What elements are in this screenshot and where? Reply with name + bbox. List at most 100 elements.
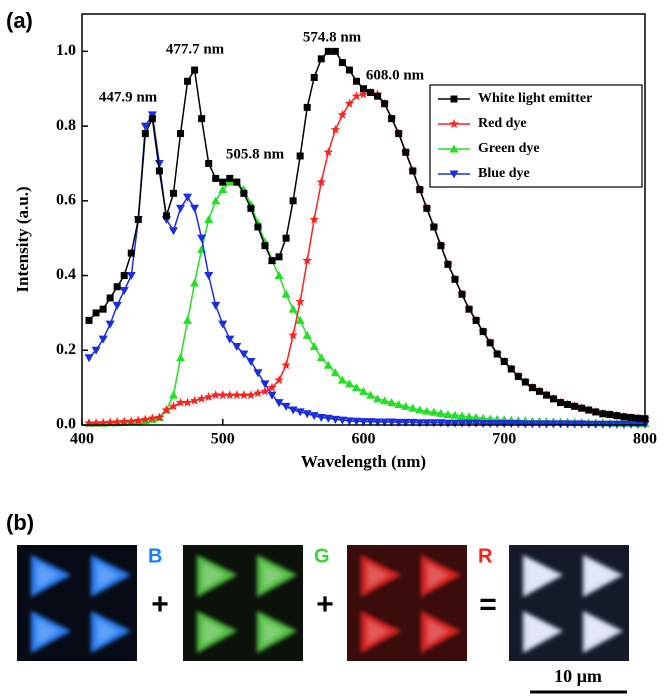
marker (190, 396, 200, 405)
marker (183, 194, 192, 202)
y-tick-label: 0.2 (56, 341, 76, 358)
marker (627, 414, 634, 421)
y-tick-label: 0.6 (56, 191, 76, 208)
marker (190, 205, 199, 213)
marker (620, 413, 627, 420)
marker (169, 391, 178, 399)
y-tick-label: 0.4 (56, 266, 76, 283)
operator: + (151, 588, 169, 621)
marker (253, 369, 262, 377)
marker (120, 287, 129, 295)
annotation: 505.8 nm (226, 146, 285, 162)
marker (232, 390, 242, 399)
marker (107, 294, 114, 301)
marker (367, 89, 374, 96)
marker (585, 407, 592, 414)
x-tick-label: 400 (70, 431, 94, 448)
marker (163, 212, 170, 219)
marker (191, 67, 198, 74)
marker (226, 175, 233, 182)
marker (423, 205, 430, 212)
marker (276, 253, 283, 260)
micrograph (509, 545, 629, 661)
figure: (a) (b) 4005006007008000.00.20.40.60.81.… (0, 0, 665, 698)
marker (184, 78, 191, 85)
marker (444, 261, 451, 268)
marker (409, 167, 416, 174)
marker (204, 392, 214, 401)
marker (239, 390, 249, 399)
marker (395, 130, 402, 137)
marker (197, 394, 207, 403)
marker (177, 130, 184, 137)
marker (388, 115, 395, 122)
marker (246, 390, 256, 399)
marker (416, 186, 423, 193)
legend-label: Red dye (478, 116, 527, 131)
marker (613, 412, 620, 419)
legend-label: Green dye (478, 141, 540, 156)
marker (466, 306, 473, 313)
marker (325, 48, 332, 55)
marker (156, 167, 163, 174)
marker (606, 411, 613, 418)
marker (218, 321, 227, 329)
x-axis-label: Wavelength (nm) (301, 452, 426, 471)
marker (211, 196, 220, 204)
y-axis-label: Intensity (a.u.) (13, 186, 32, 292)
marker (599, 410, 606, 417)
marker (578, 405, 585, 412)
marker (93, 309, 100, 316)
marker (85, 354, 94, 362)
marker (437, 242, 444, 249)
marker (480, 328, 487, 335)
marker (183, 316, 192, 324)
marker (290, 197, 297, 204)
marker (282, 290, 291, 298)
marker (634, 415, 641, 422)
marker (451, 96, 458, 103)
marker (289, 305, 298, 313)
marker (360, 85, 367, 92)
y-tick-label: 1.0 (56, 42, 76, 59)
channel-letter: B (148, 545, 162, 567)
marker (332, 48, 339, 55)
marker (283, 235, 290, 242)
marker (501, 358, 508, 365)
marker (253, 388, 263, 397)
micrograph (183, 545, 303, 661)
marker (261, 242, 268, 249)
marker (529, 384, 536, 391)
marker (318, 55, 325, 62)
marker (211, 302, 220, 310)
marker (149, 115, 156, 122)
marker (106, 321, 115, 329)
y-tick-label: 0.8 (56, 117, 76, 134)
marker (212, 175, 219, 182)
marker (459, 291, 466, 298)
marker (331, 125, 341, 134)
marker (198, 115, 205, 122)
marker (233, 179, 240, 186)
marker (346, 67, 353, 74)
marker (183, 398, 193, 407)
marker (451, 276, 458, 283)
operator: + (316, 588, 334, 621)
marker (338, 110, 348, 119)
marker (522, 379, 529, 386)
marker (557, 399, 564, 406)
series-line (89, 182, 645, 423)
micrograph (17, 545, 137, 661)
marker (113, 302, 122, 310)
channel-letter: R (478, 545, 493, 567)
marker (205, 160, 212, 167)
marker (211, 390, 221, 399)
marker (142, 130, 149, 137)
page: (a) (b) 4005006007008000.00.20.40.60.81.… (0, 0, 665, 698)
marker (515, 373, 522, 380)
marker (114, 283, 121, 290)
marker (487, 339, 494, 346)
marker (247, 205, 254, 212)
annotation: 608.0 nm (366, 67, 425, 83)
x-tick-label: 800 (633, 431, 657, 448)
